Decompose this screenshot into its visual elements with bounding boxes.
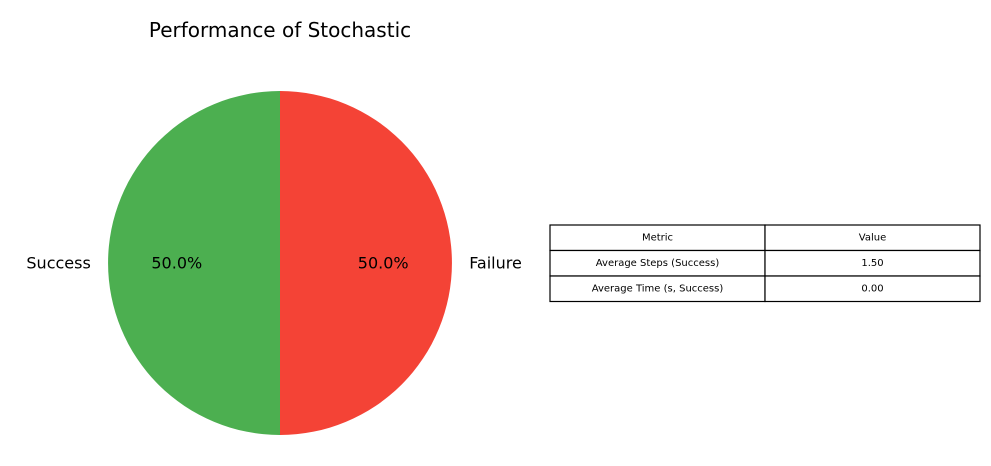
table-cell [764, 249, 981, 277]
pie-label-success: Success [26, 254, 90, 273]
table-header-cell [764, 224, 981, 252]
pie-label-failure: Failure [469, 254, 522, 273]
table-cell-text: 1.50 [861, 258, 883, 269]
table-header-text: Metric [642, 232, 673, 243]
table-cell-text: 0.00 [861, 283, 883, 294]
pie-slice-success [108, 91, 280, 435]
chart-title: Performance of Stochastic [149, 18, 411, 42]
pie-chart: Success 50.0% Failure 50.0% [26, 91, 522, 435]
table-header-text: Value [859, 232, 886, 243]
table-cell [549, 275, 766, 303]
metrics-table: Metric Value Average Steps (Success) 1.50 Av… [549, 224, 981, 303]
pie-percent-failure: 50.0% [358, 254, 409, 273]
table-cell [549, 249, 766, 277]
table-cell-text: Average Steps (Success) [596, 258, 720, 269]
pie-slice-failure [280, 91, 452, 435]
pie-percent-success: 50.0% [151, 254, 202, 273]
table-cell-text: Average Time (s, Success) [592, 283, 724, 294]
table-header-cell [549, 224, 766, 252]
table-cell [764, 275, 981, 303]
